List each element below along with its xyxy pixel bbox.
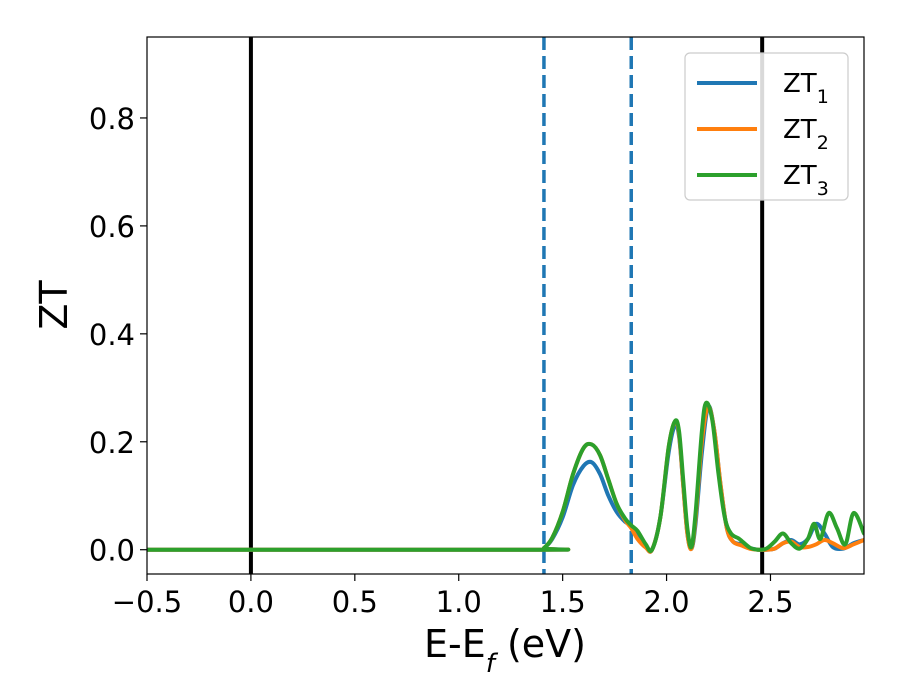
y-tick-label: 0.4 bbox=[89, 318, 135, 352]
x-axis: −0.5 0.0 0.5 1.0 1.5 2.0 2.5 bbox=[112, 574, 794, 619]
y-tick-label: 0.0 bbox=[89, 534, 135, 568]
x-tick-label: 0.5 bbox=[332, 585, 378, 619]
x-tick-label: 0.0 bbox=[228, 585, 274, 619]
x-tick-label: 1.5 bbox=[540, 585, 586, 619]
plot-frame bbox=[146, 36, 865, 575]
series-layer bbox=[147, 400, 864, 554]
x-tick-label: 1.0 bbox=[436, 585, 482, 619]
series-line-3 bbox=[147, 400, 864, 554]
y-axis: 0.0 0.2 0.4 0.6 0.8 bbox=[89, 102, 147, 568]
x-tick-label: 2.0 bbox=[644, 585, 690, 619]
y-axis-label: ZT bbox=[32, 280, 76, 330]
y-tick-label: 0.6 bbox=[89, 210, 135, 244]
y-tick-label: 0.8 bbox=[89, 102, 135, 136]
y-tick-label: 0.2 bbox=[89, 426, 135, 460]
x-tick-label: 2.5 bbox=[747, 585, 793, 619]
x-tick-label: −0.5 bbox=[112, 585, 182, 619]
legend-box bbox=[684, 52, 849, 201]
